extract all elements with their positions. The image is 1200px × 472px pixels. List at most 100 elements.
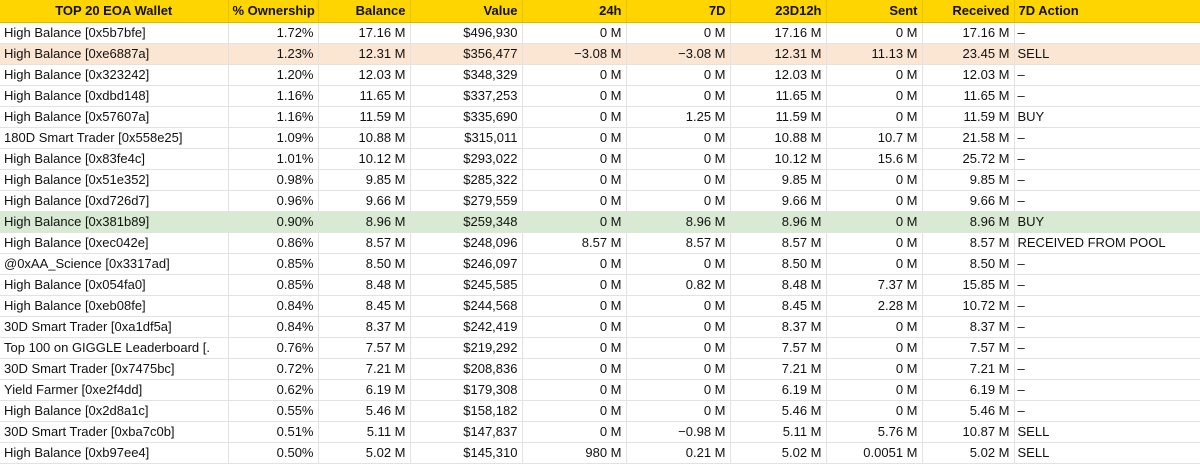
wallet-cell[interactable]: Yield Farmer [0xe2f4dd] [0, 379, 229, 401]
header-value[interactable]: Value [410, 0, 523, 23]
change-23d12h-cell[interactable]: 8.57 M [730, 232, 827, 254]
ownership-cell[interactable]: 1.23% [228, 43, 319, 65]
sent-cell[interactable]: 0 M [826, 253, 923, 275]
ownership-cell[interactable]: 0.84% [228, 316, 319, 338]
ownership-cell[interactable]: 0.85% [228, 274, 319, 296]
change-24h-cell[interactable]: 0 M [522, 85, 627, 107]
change-23d12h-cell[interactable]: 8.96 M [730, 211, 827, 233]
sent-cell[interactable]: 0 M [826, 379, 923, 401]
change-23d12h-cell[interactable]: 11.65 M [730, 85, 827, 107]
wallet-cell[interactable]: Top 100 on GIGGLE Leaderboard [. [0, 337, 229, 359]
action-cell[interactable]: – [1014, 274, 1200, 296]
sent-cell[interactable]: 15.6 M [826, 148, 923, 170]
balance-cell[interactable]: 10.12 M [318, 148, 411, 170]
wallet-cell[interactable]: High Balance [0x054fa0] [0, 274, 229, 296]
change-24h-cell[interactable]: 0 M [522, 64, 627, 86]
change-24h-cell[interactable]: 0 M [522, 400, 627, 422]
action-cell[interactable]: BUY [1014, 211, 1200, 233]
wallet-cell[interactable]: High Balance [0xd726d7] [0, 190, 229, 212]
change-7d-cell[interactable]: 1.25 M [626, 106, 731, 128]
change-7d-cell[interactable]: 0 M [626, 337, 731, 359]
change-7d-cell[interactable]: 0 M [626, 253, 731, 275]
action-cell[interactable]: – [1014, 85, 1200, 107]
value-cell[interactable]: $335,690 [410, 106, 523, 128]
change-23d12h-cell[interactable]: 8.45 M [730, 295, 827, 317]
balance-cell[interactable]: 10.88 M [318, 127, 411, 149]
wallet-cell[interactable]: 30D Smart Trader [0xba7c0b] [0, 421, 229, 443]
change-24h-cell[interactable]: 0 M [522, 148, 627, 170]
change-24h-cell[interactable]: 0 M [522, 358, 627, 380]
wallet-cell[interactable]: High Balance [0x323242] [0, 64, 229, 86]
change-7d-cell[interactable]: 0 M [626, 64, 731, 86]
value-cell[interactable]: $348,329 [410, 64, 523, 86]
ownership-cell[interactable]: 0.90% [228, 211, 319, 233]
ownership-cell[interactable]: 1.20% [228, 64, 319, 86]
received-cell[interactable]: 9.85 M [922, 169, 1015, 191]
received-cell[interactable]: 10.72 M [922, 295, 1015, 317]
wallet-cell[interactable]: High Balance [0x381b89] [0, 211, 229, 233]
ownership-cell[interactable]: 0.76% [228, 337, 319, 359]
change-7d-cell[interactable]: 0 M [626, 22, 731, 44]
wallet-cell[interactable]: High Balance [0xb97ee4] [0, 442, 229, 464]
ownership-cell[interactable]: 1.72% [228, 22, 319, 44]
change-24h-cell[interactable]: 980 M [522, 442, 627, 464]
sent-cell[interactable]: 0 M [826, 22, 923, 44]
sent-cell[interactable]: 0 M [826, 106, 923, 128]
value-cell[interactable]: $208,836 [410, 358, 523, 380]
received-cell[interactable]: 25.72 M [922, 148, 1015, 170]
ownership-cell[interactable]: 0.72% [228, 358, 319, 380]
value-cell[interactable]: $245,585 [410, 274, 523, 296]
header-7d[interactable]: 7D [626, 0, 731, 23]
change-23d12h-cell[interactable]: 5.11 M [730, 421, 827, 443]
received-cell[interactable]: 21.58 M [922, 127, 1015, 149]
balance-cell[interactable]: 17.16 M [318, 22, 411, 44]
ownership-cell[interactable]: 0.55% [228, 400, 319, 422]
action-cell[interactable]: – [1014, 379, 1200, 401]
action-cell[interactable]: – [1014, 295, 1200, 317]
ownership-cell[interactable]: 1.09% [228, 127, 319, 149]
value-cell[interactable]: $244,568 [410, 295, 523, 317]
balance-cell[interactable]: 9.85 M [318, 169, 411, 191]
wallet-cell[interactable]: High Balance [0x2d8a1c] [0, 400, 229, 422]
action-cell[interactable]: – [1014, 127, 1200, 149]
ownership-cell[interactable]: 0.84% [228, 295, 319, 317]
value-cell[interactable]: $285,322 [410, 169, 523, 191]
received-cell[interactable]: 12.03 M [922, 64, 1015, 86]
change-24h-cell[interactable]: 0 M [522, 211, 627, 233]
sent-cell[interactable]: 0 M [826, 169, 923, 191]
balance-cell[interactable]: 11.65 M [318, 85, 411, 107]
received-cell[interactable]: 23.45 M [922, 43, 1015, 65]
sent-cell[interactable]: 0 M [826, 232, 923, 254]
change-7d-cell[interactable]: 0 M [626, 358, 731, 380]
action-cell[interactable]: RECEIVED FROM POOL [1014, 232, 1200, 254]
ownership-cell[interactable]: 0.98% [228, 169, 319, 191]
change-23d12h-cell[interactable]: 8.48 M [730, 274, 827, 296]
received-cell[interactable]: 6.19 M [922, 379, 1015, 401]
sent-cell[interactable]: 0 M [826, 190, 923, 212]
change-7d-cell[interactable]: 0.21 M [626, 442, 731, 464]
action-cell[interactable]: – [1014, 148, 1200, 170]
ownership-cell[interactable]: 0.62% [228, 379, 319, 401]
change-24h-cell[interactable]: 0 M [522, 337, 627, 359]
sent-cell[interactable]: 10.7 M [826, 127, 923, 149]
received-cell[interactable]: 8.96 M [922, 211, 1015, 233]
action-cell[interactable]: – [1014, 22, 1200, 44]
change-24h-cell[interactable]: 0 M [522, 169, 627, 191]
received-cell[interactable]: 17.16 M [922, 22, 1015, 44]
change-7d-cell[interactable]: 0 M [626, 148, 731, 170]
change-24h-cell[interactable]: 0 M [522, 295, 627, 317]
header-7d-action[interactable]: 7D Action [1014, 0, 1200, 23]
wallet-cell[interactable]: High Balance [0x51e352] [0, 169, 229, 191]
change-23d12h-cell[interactable]: 5.02 M [730, 442, 827, 464]
value-cell[interactable]: $242,419 [410, 316, 523, 338]
value-cell[interactable]: $356,477 [410, 43, 523, 65]
wallet-cell[interactable]: High Balance [0xec042e] [0, 232, 229, 254]
change-7d-cell[interactable]: 0.82 M [626, 274, 731, 296]
change-7d-cell[interactable]: 0 M [626, 400, 731, 422]
ownership-cell[interactable]: 0.86% [228, 232, 319, 254]
balance-cell[interactable]: 5.46 M [318, 400, 411, 422]
change-23d12h-cell[interactable]: 10.88 M [730, 127, 827, 149]
received-cell[interactable]: 11.59 M [922, 106, 1015, 128]
balance-cell[interactable]: 9.66 M [318, 190, 411, 212]
wallet-cell[interactable]: High Balance [0xdbd148] [0, 85, 229, 107]
